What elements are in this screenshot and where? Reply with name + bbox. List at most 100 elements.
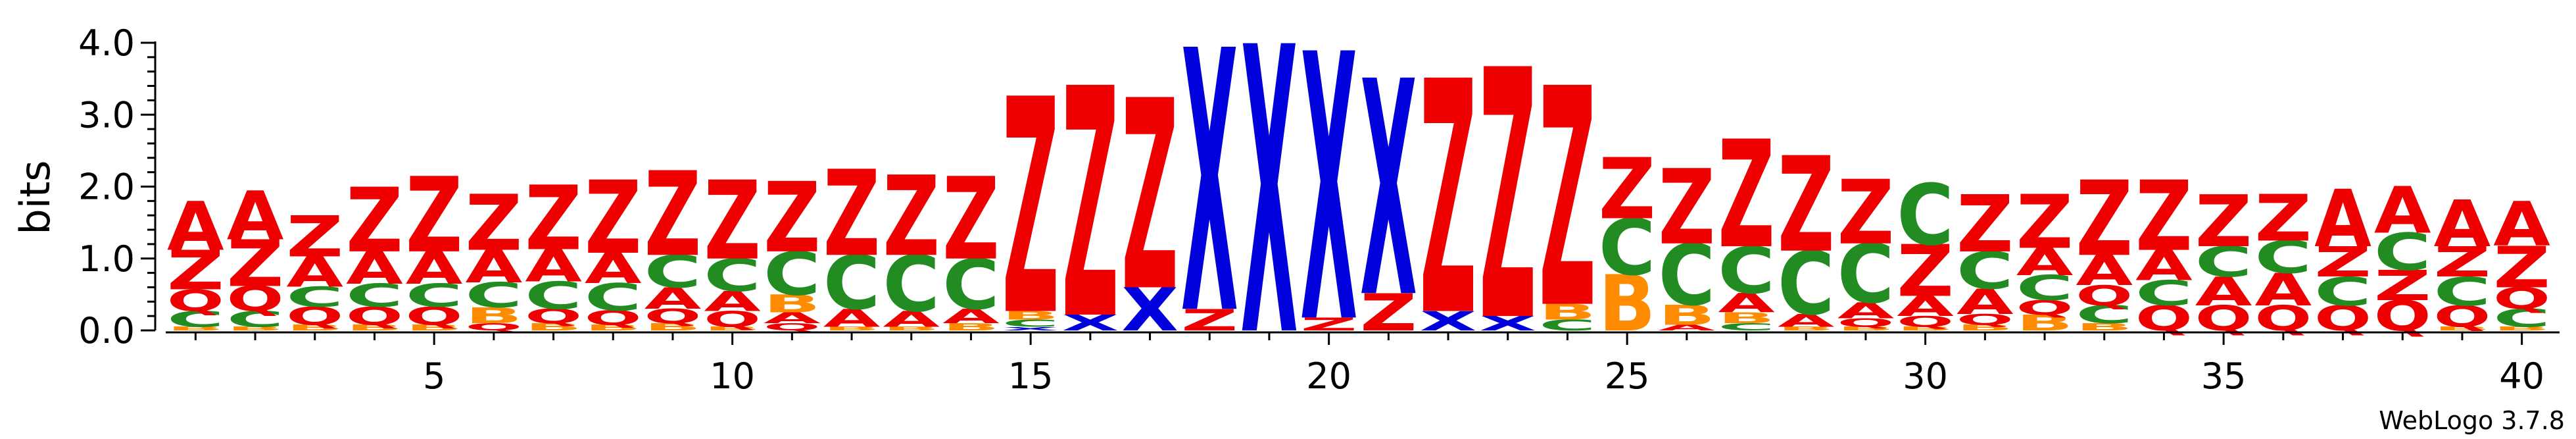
logo-glyph-c-pos-39: C: [2434, 269, 2491, 315]
logo-glyph-b-pos-11: B: [764, 290, 821, 319]
logo-glyph-b-pos-1: B: [167, 326, 224, 332]
logo-glyph-c-pos-25: C: [1599, 203, 1656, 292]
logo-glyph-b-pos-24: B: [1539, 299, 1596, 325]
logo-glyph-c-pos-35: C: [2195, 238, 2252, 286]
logo-glyph-a-pos-33: A: [2076, 247, 2133, 296]
logo-glyph-z-pos-4: Z: [346, 170, 403, 273]
logo-glyph-q-pos-40: Q: [2493, 282, 2550, 316]
logo-glyph-q-pos-6: Q: [466, 321, 523, 332]
logo-glyph-c-pos-36: C: [2255, 232, 2312, 283]
logo-glyph-b-pos-15: B: [1002, 309, 1059, 323]
x-tick-label: 40: [2499, 355, 2544, 397]
logo-glyph-c-pos-2: C: [227, 307, 284, 332]
logo-glyph-x-pos-21: X: [1360, 20, 1417, 364]
logo-glyph-z-pos-6: Z: [466, 178, 523, 268]
logo-glyph-c-pos-10: C: [704, 250, 761, 301]
logo-glyph-z-pos-5: Z: [406, 155, 463, 276]
logo-glyph-c-pos-24: C: [1539, 317, 1596, 334]
logo-glyph-b-pos-26: B: [1659, 299, 1716, 332]
logo-glyph-x-pos-15: X: [1002, 326, 1059, 332]
logo-glyph-a-pos-34: A: [2135, 242, 2193, 290]
logo-glyph-z-pos-8: Z: [585, 161, 642, 277]
logo-glyph-c-pos-30: C: [1897, 167, 1954, 264]
logo-glyph-b-pos-40: B: [2493, 326, 2550, 332]
logo-glyph-q-pos-31: Q: [1956, 311, 2014, 328]
logo-glyph-c-pos-7: C: [525, 274, 582, 317]
logo-glyph-a-pos-30: A: [1897, 291, 1954, 323]
logo-glyph-b-pos-5: B: [406, 323, 463, 332]
logo-glyph-a-pos-10: A: [704, 286, 761, 318]
logo-glyph-z-pos-25: Z: [1599, 141, 1656, 238]
logo-glyph-c-pos-1: C: [167, 307, 224, 332]
logo-glyph-z-pos-26: Z: [1659, 147, 1716, 267]
logo-glyph-a-pos-7: A: [525, 240, 582, 292]
logo-glyph-b-pos-39: B: [2434, 326, 2491, 332]
logo-glyph-z-pos-1: Z: [167, 240, 224, 302]
logo-glyph-z-pos-40: Z: [2493, 234, 2550, 301]
logo-glyph-q-pos-4: Q: [346, 302, 403, 330]
logo-glyph-b-pos-27: B: [1718, 310, 1775, 327]
logo-glyph-a-pos-28: A: [1778, 311, 1835, 331]
logo-glyph-q-pos-33: Q: [2076, 280, 2133, 312]
y-tick-label: 0.0: [78, 310, 135, 351]
logo-glyph-c-pos-34: C: [2135, 273, 2193, 313]
logo-glyph-c-pos-27: C: [1718, 234, 1775, 308]
logo-glyph-b-pos-28: B: [1778, 326, 1835, 332]
logo-glyph-z-pos-12: Z: [823, 145, 881, 283]
logo-glyph-a-pos-4: A: [346, 242, 403, 294]
logo-glyph-c-pos-5: C: [406, 278, 463, 315]
logo-glyph-c-pos-6: C: [466, 275, 523, 315]
logo-glyph-z-pos-13: Z: [883, 153, 940, 282]
logo-glyph-a-pos-27: A: [1718, 288, 1775, 319]
logo-glyph-c-pos-32: C: [2016, 268, 2074, 308]
logo-glyph-z-pos-7: Z: [525, 168, 582, 271]
logo-glyph-c-pos-9: C: [644, 246, 702, 297]
logo-glyph-a-pos-8: A: [585, 245, 642, 293]
logo-glyph-c-pos-37: C: [2314, 269, 2371, 315]
logo-glyph-z-pos-34: Z: [2135, 161, 2193, 273]
y-tick-label: 2.0: [78, 167, 135, 208]
logo-glyph-a-pos-29: A: [1837, 298, 1895, 323]
weblogo-credit: WebLogo 3.7.8: [2379, 406, 2565, 435]
logo-glyph-q-pos-39: Q: [2434, 299, 2491, 334]
logo-glyph-q-pos-7: Q: [525, 305, 582, 328]
logo-glyph-q-pos-5: Q: [406, 302, 463, 330]
logo-glyph-b-pos-4: B: [346, 323, 403, 332]
logo-glyph-q-pos-9: Q: [644, 305, 702, 328]
logo-glyph-q-pos-11: Q: [764, 321, 821, 332]
logo-glyph-b-pos-12: B: [823, 326, 881, 332]
logo-glyph-z-pos-27: Z: [1718, 110, 1775, 282]
logo-glyph-c-pos-31: C: [1956, 241, 2014, 301]
logo-glyph-a-pos-31: A: [1956, 282, 2014, 322]
logo-glyph-q-pos-10: Q: [704, 307, 761, 332]
logo-glyph-c-pos-33: C: [2076, 300, 2133, 329]
logo-glyph-z-pos-30: Z: [1897, 230, 1954, 313]
x-tick-label: 20: [1306, 355, 1351, 397]
logo-glyph-b-pos-32: B: [2016, 310, 2074, 336]
logo-glyph-z-pos-29: Z: [1837, 162, 1895, 265]
logo-glyph-a-pos-36: A: [2255, 264, 2312, 316]
logo-glyphs: BCQZABCQZABQCAZBQCAZBQCAZQBCAZBQCAZBQCAZ…: [167, 0, 2550, 424]
logo-glyph-z-pos-11: Z: [764, 162, 821, 274]
logo-glyph-z-pos-10: Z: [704, 157, 761, 284]
logo-glyph-z-pos-32: Z: [2016, 180, 2074, 266]
logo-glyph-b-pos-10: B: [704, 326, 761, 332]
logo-glyph-c-pos-3: C: [286, 281, 343, 313]
logo-glyph-z-pos-16: Z: [1062, 23, 1119, 390]
x-tick-label: 5: [423, 355, 445, 397]
logo-glyph-c-pos-12: C: [823, 241, 881, 327]
logo-glyph-q-pos-8: Q: [585, 306, 642, 329]
logo-glyph-x-pos-18: X: [1181, 0, 1238, 394]
logo-glyph-z-pos-20: Z: [1300, 314, 1357, 334]
logo-axes: 0.0 1.0 2.0 3.0 4.0 5 10 15 20 25 30 35 40: [78, 22, 2560, 397]
logo-glyph-a-pos-1: A: [167, 188, 224, 266]
y-tick-label: 4.0: [78, 22, 135, 64]
logo-glyph-a-pos-9: A: [644, 282, 702, 316]
logo-glyph-b-pos-2: B: [227, 326, 284, 332]
y-tick-label: 1.0: [78, 238, 135, 280]
logo-glyph-a-pos-26: A: [1659, 323, 1716, 332]
logo-glyph-b-pos-7: B: [525, 321, 582, 332]
logo-glyph-a-pos-5: A: [406, 242, 463, 294]
logo-glyph-a-pos-35: A: [2195, 269, 2252, 315]
logo-glyph-z-pos-36: Z: [2255, 181, 2312, 255]
